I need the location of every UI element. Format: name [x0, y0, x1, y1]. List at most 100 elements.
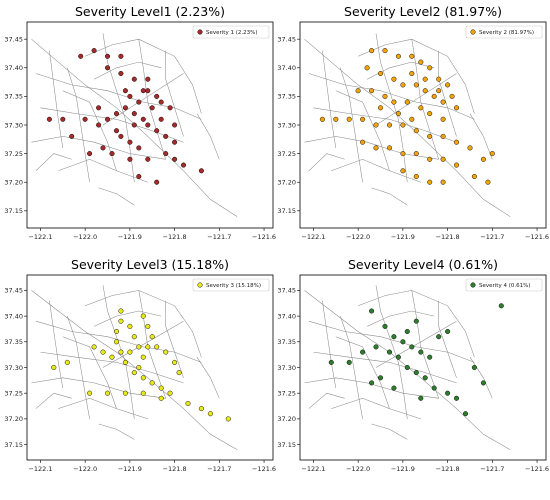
- data-point: [328, 359, 334, 365]
- data-point: [136, 145, 142, 151]
- road-line: [62, 90, 117, 171]
- road-line: [308, 392, 345, 409]
- data-point: [145, 344, 151, 350]
- data-point: [453, 105, 460, 111]
- data-point: [145, 88, 151, 94]
- data-point: [158, 116, 164, 122]
- y-tick-label: 37.35: [4, 93, 23, 101]
- road-line: [196, 113, 220, 160]
- y-tick-label: 37.15: [277, 441, 296, 449]
- y-tick-label: 37.15: [4, 207, 23, 215]
- x-tick-label: −121.8: [163, 233, 187, 241]
- data-point: [87, 151, 93, 157]
- data-point: [131, 111, 137, 117]
- data-point: [96, 105, 102, 111]
- road-line: [371, 187, 408, 206]
- data-point: [440, 116, 446, 122]
- road-line: [35, 73, 202, 120]
- data-point: [140, 88, 146, 94]
- legend-box: [192, 278, 270, 292]
- y-tick-label: 37.45: [4, 35, 23, 43]
- data-point: [122, 88, 128, 94]
- chart-panel-4: −122.1 −122.0 −121.9 −121.8 −121.7 −121.6 37.1…: [277, 257, 549, 473]
- road-line: [98, 423, 135, 440]
- data-point: [154, 179, 160, 185]
- chart-title: Severity Level2 (81.97%): [344, 4, 502, 19]
- road-line: [304, 290, 511, 450]
- x-tick-label: −122.0: [346, 465, 370, 473]
- data-point: [431, 385, 437, 391]
- y-tick-label: 37.40: [4, 312, 23, 320]
- data-point: [377, 375, 384, 381]
- road-line: [375, 285, 408, 419]
- data-point: [409, 53, 415, 59]
- y-tick-label: 37.35: [277, 93, 296, 101]
- road-line: [102, 73, 184, 126]
- data-point: [400, 82, 406, 88]
- road-line: [138, 39, 166, 160]
- data-point: [395, 53, 401, 59]
- x-tick-label: −122.0: [73, 465, 97, 473]
- data-point: [154, 128, 160, 134]
- road-line: [196, 357, 220, 399]
- data-point: [382, 323, 388, 329]
- data-point: [369, 380, 375, 386]
- data-point: [100, 349, 106, 355]
- data-point: [145, 323, 151, 329]
- data-point: [373, 344, 379, 350]
- data-point: [127, 93, 133, 99]
- data-point: [360, 349, 366, 355]
- data-point: [427, 111, 433, 117]
- road-line: [40, 351, 184, 384]
- data-point: [400, 151, 406, 157]
- data-point: [395, 354, 401, 360]
- data-point: [436, 88, 442, 94]
- data-point: [140, 390, 146, 396]
- road-line: [438, 50, 457, 137]
- data-point: [445, 328, 451, 335]
- y-tick-label: 37.30: [277, 121, 296, 129]
- data-point: [453, 395, 460, 401]
- data-point: [440, 99, 446, 105]
- data-point: [498, 303, 504, 309]
- y-tick-label: 37.40: [277, 64, 296, 72]
- data-point: [418, 59, 424, 65]
- legend-box: [465, 278, 543, 292]
- data-point: [118, 133, 124, 139]
- data-point: [131, 370, 137, 376]
- data-point: [140, 313, 146, 319]
- data-point: [167, 105, 173, 111]
- y-tick-label: 37.15: [4, 441, 23, 449]
- data-point: [480, 380, 486, 386]
- road-line: [85, 290, 202, 358]
- data-points: [319, 48, 495, 185]
- data-point: [131, 122, 137, 128]
- road-line: [67, 67, 90, 183]
- data-point: [198, 168, 204, 174]
- data-point: [489, 151, 495, 157]
- data-point: [127, 323, 133, 329]
- road-line: [357, 38, 475, 114]
- data-point: [418, 105, 424, 111]
- data-point: [109, 354, 115, 360]
- data-point: [319, 116, 325, 122]
- road-line: [93, 310, 162, 327]
- data-point: [400, 122, 406, 128]
- data-point: [413, 370, 419, 376]
- data-point: [400, 168, 406, 174]
- y-tick-label: 37.20: [4, 179, 23, 187]
- road-line: [469, 357, 493, 399]
- x-tick-label: −122.1: [28, 465, 52, 473]
- data-point: [154, 93, 160, 99]
- y-tick-label: 37.30: [4, 364, 23, 372]
- data-point: [382, 48, 388, 54]
- legend-label: Severity 2 (81.97%): [479, 30, 534, 36]
- chart-title: Severity Level4 (0.61%): [348, 257, 498, 272]
- data-point: [369, 88, 375, 94]
- y-tick-label: 37.25: [277, 150, 296, 158]
- data-point: [172, 139, 178, 145]
- y-tick-label: 37.30: [277, 364, 296, 372]
- data-point: [104, 65, 111, 71]
- data-point: [185, 400, 191, 407]
